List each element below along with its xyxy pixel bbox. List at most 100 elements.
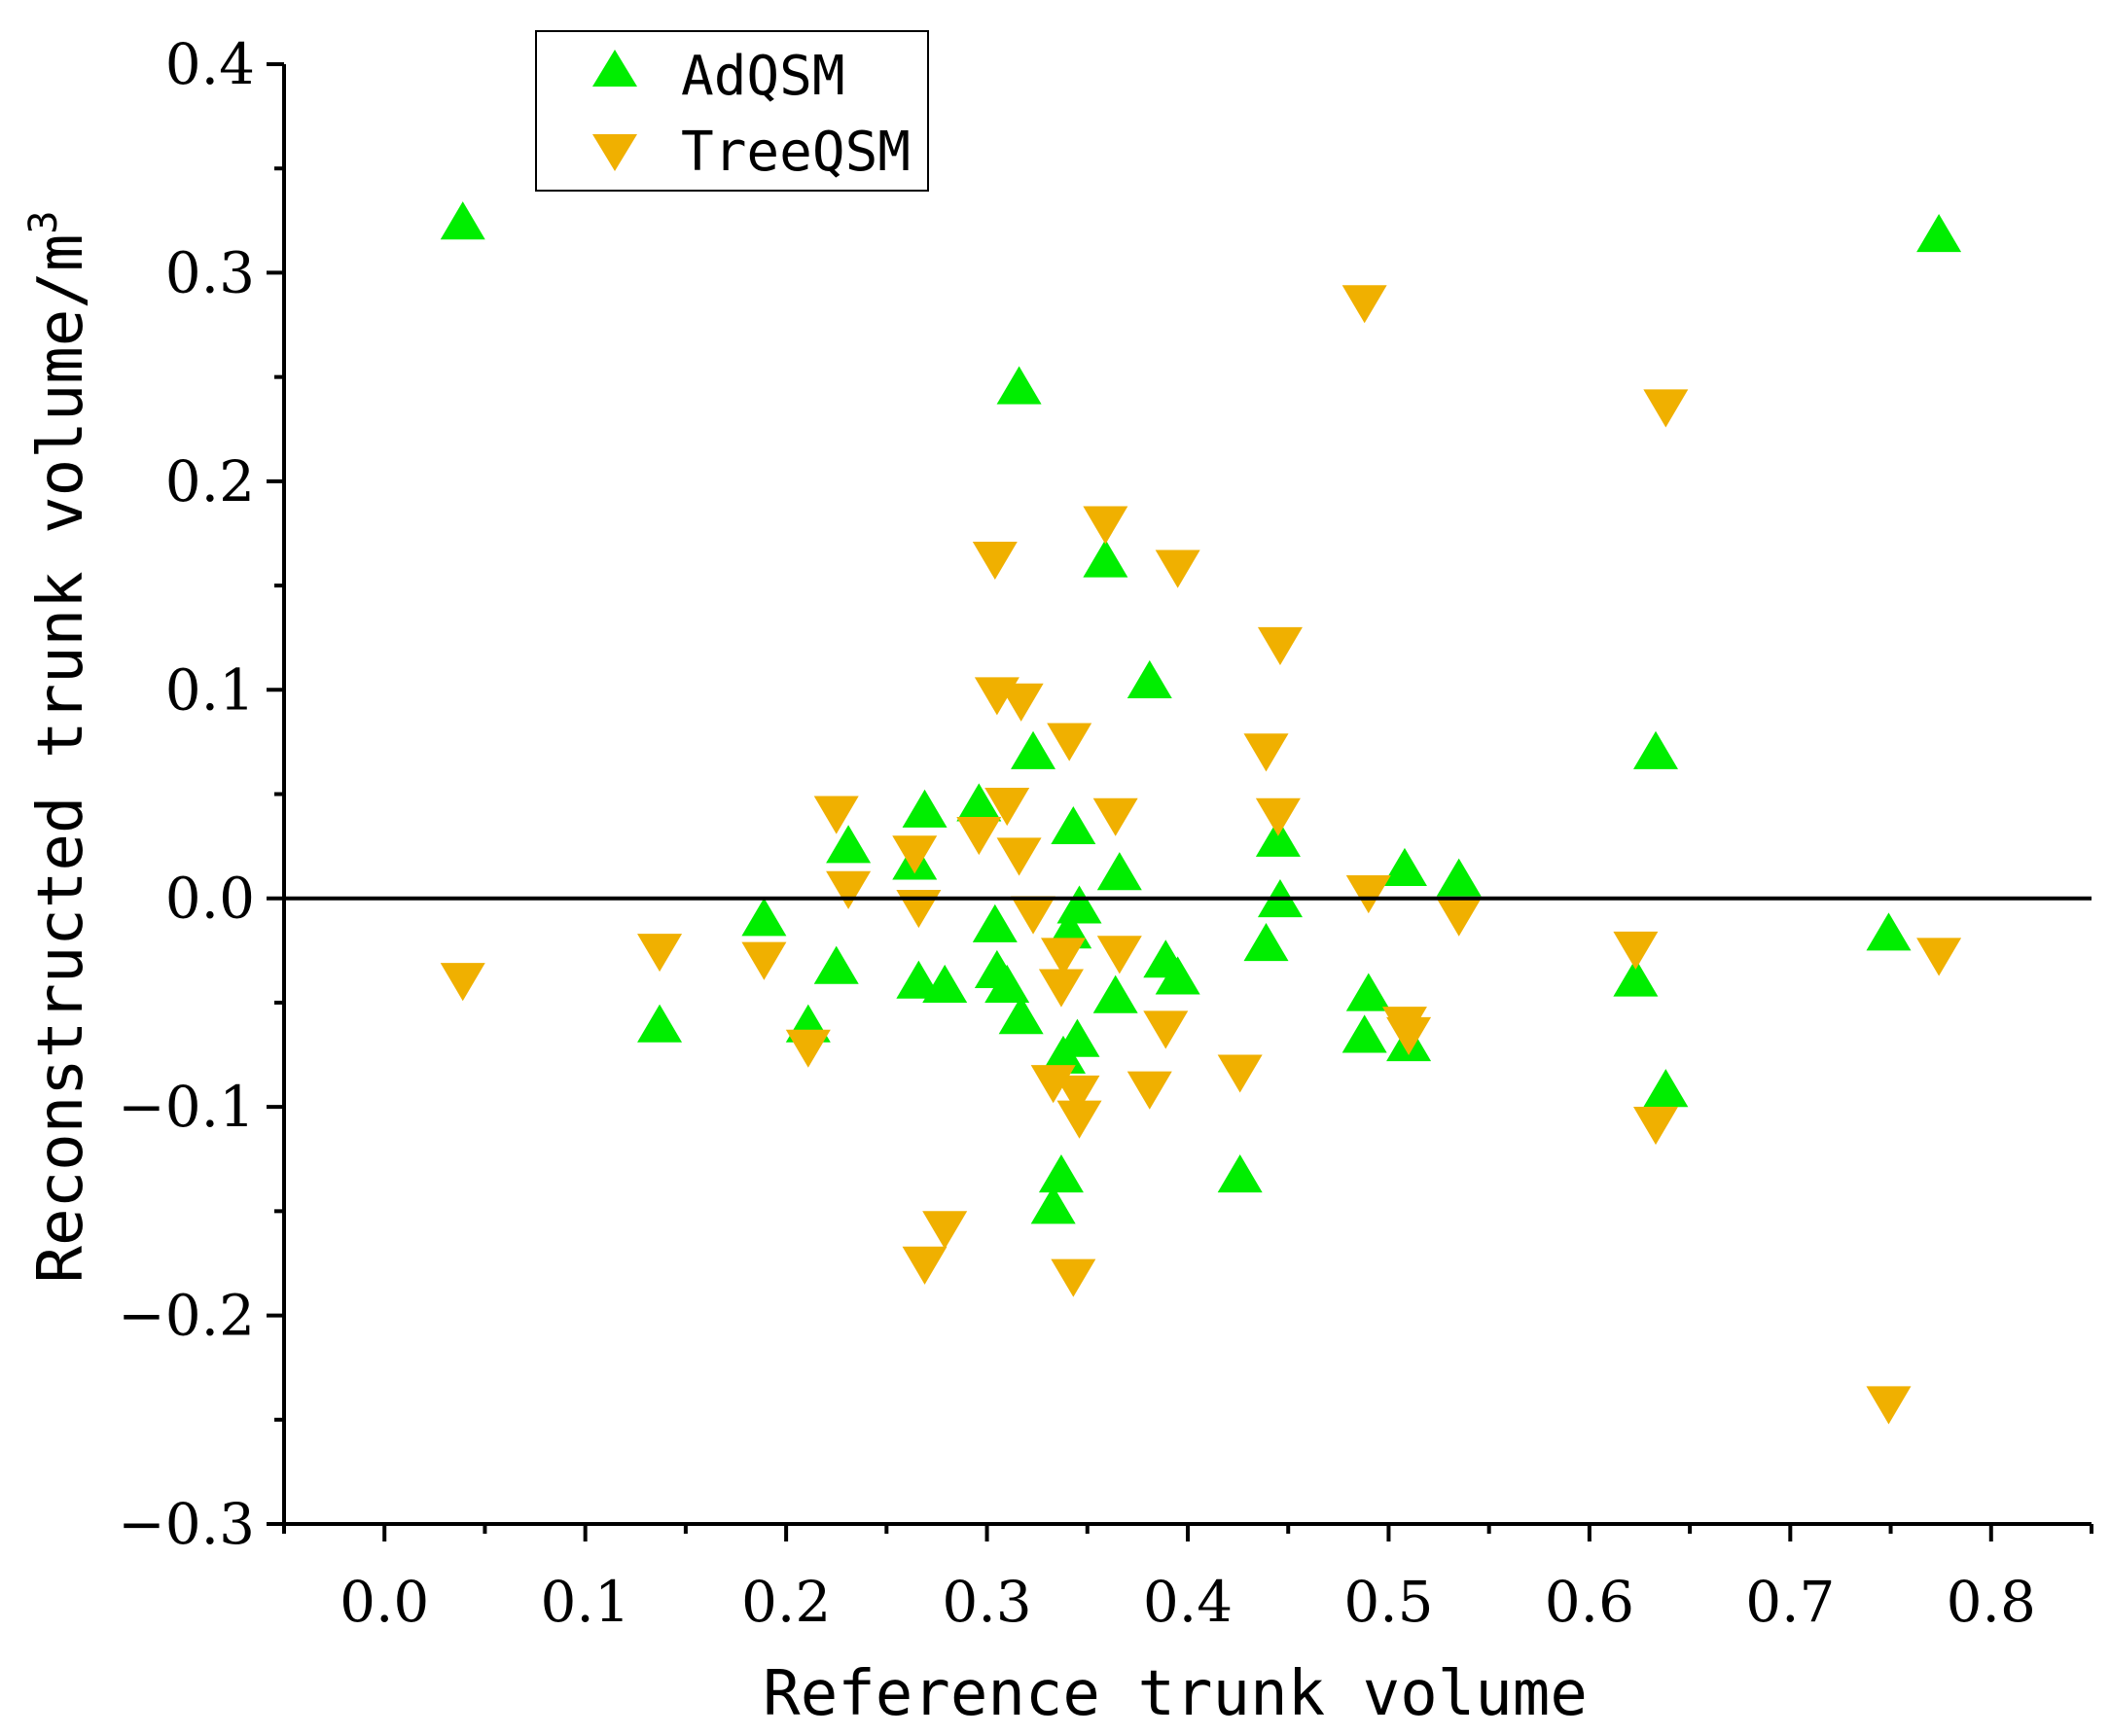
legend-box <box>535 30 929 192</box>
treeqsm-point <box>1143 1010 1189 1049</box>
treeqsm-point <box>1633 1107 1679 1146</box>
treeqsm-point <box>902 1246 948 1285</box>
adqsm-point <box>1613 958 1659 997</box>
adqsm-point <box>1155 956 1200 995</box>
x-tick-label: 0.1 <box>541 1569 630 1635</box>
adqsm-point <box>1341 1014 1387 1053</box>
treeqsm-point <box>1051 1258 1096 1297</box>
legend: AdQSM TreeQSM <box>535 30 929 192</box>
adqsm-point <box>902 789 948 828</box>
x-tick-label: 0.8 <box>1947 1569 2036 1635</box>
treeqsm-point <box>1643 389 1689 428</box>
adqsm-point <box>1056 885 1102 924</box>
adqsm-point <box>637 1004 683 1043</box>
plot-marks <box>440 201 1962 1425</box>
adqsm-point <box>1051 805 1096 845</box>
treeqsm-point <box>1092 797 1138 836</box>
adqsm-point <box>1345 973 1391 1011</box>
adqsm-point <box>1436 858 1482 897</box>
treeqsm-point <box>1436 898 1482 937</box>
legend-label-treeqsm: TreeQSM <box>681 121 911 184</box>
axes: −0.3 −0.2 −0.1 0.0 0.1 0.2 0.3 0.4 0.0 0.1 0.2 0.3 0… <box>118 31 2093 1635</box>
treeqsm-point <box>972 541 1018 581</box>
adqsm-point <box>998 996 1044 1035</box>
treeqsm-point <box>922 1211 968 1250</box>
treeqsm-point <box>892 835 938 874</box>
adqsm-point <box>1011 730 1056 769</box>
series-treeqsm <box>440 285 1962 1425</box>
treeqsm-point <box>1916 938 1962 976</box>
x-tick-label: 0.6 <box>1545 1569 1634 1635</box>
treeqsm-point <box>741 941 787 980</box>
x-tick-label: 0.5 <box>1343 1569 1433 1635</box>
x-tick-label: 0.4 <box>1143 1569 1233 1635</box>
treeqsm-point <box>1047 723 1092 762</box>
adqsm-point <box>1381 847 1427 886</box>
adqsm-point <box>1096 852 1142 891</box>
adqsm-point <box>741 898 787 937</box>
series-adqsm <box>440 201 1962 1224</box>
y-tick-label: −0.3 <box>118 1491 255 1557</box>
treeqsm-point <box>998 683 1044 722</box>
adqsm-point <box>1255 818 1301 857</box>
x-tick-label: 0.7 <box>1745 1569 1835 1635</box>
y-tick-label: 0.4 <box>165 31 255 97</box>
adqsm-point <box>1038 1154 1084 1193</box>
y-axis-title-superscript: 3 <box>21 211 66 234</box>
x-tick-label: 0.2 <box>741 1569 831 1635</box>
treeqsm-point <box>1386 1016 1432 1055</box>
treeqsm-point <box>1257 626 1303 665</box>
adqsm-point <box>1217 1154 1263 1193</box>
y-tick-label: 0.1 <box>165 656 255 723</box>
treeqsm-point <box>1055 1075 1100 1114</box>
treeqsm-point <box>1155 549 1200 588</box>
treeqsm-point <box>1217 1054 1263 1093</box>
treeqsm-point <box>785 1029 831 1068</box>
x-tick-label: 0.3 <box>942 1569 1031 1635</box>
legend-marker-adqsm <box>592 50 637 87</box>
legend-label-adqsm: AdQSM <box>681 45 845 108</box>
treeqsm-point <box>1011 896 1056 935</box>
adqsm-point <box>1643 1069 1689 1108</box>
treeqsm-point <box>1613 931 1659 971</box>
x-tick-label: 0.0 <box>340 1569 429 1635</box>
legend-marker-treeqsm <box>592 134 637 171</box>
treeqsm-point <box>1056 1100 1102 1139</box>
y-axis-title: Reconstructed trunk volume/m3 <box>21 211 97 1284</box>
x-axis-title: Reference trunk volume <box>763 1658 1588 1730</box>
treeqsm-point <box>1127 1071 1172 1110</box>
adqsm-point <box>1055 1018 1100 1057</box>
adqsm-point <box>996 366 1042 405</box>
treeqsm-point <box>1243 733 1289 772</box>
adqsm-point <box>922 964 968 1004</box>
adqsm-point <box>440 201 485 240</box>
adqsm-point <box>896 960 942 999</box>
treeqsm-point <box>984 787 1030 827</box>
treeqsm-point <box>956 816 1002 856</box>
adqsm-point <box>956 783 1002 822</box>
y-tick-label: 0.3 <box>165 239 255 305</box>
treeqsm-point <box>1255 797 1301 836</box>
treeqsm-point <box>826 870 872 909</box>
treeqsm-point <box>637 934 683 973</box>
adqsm-point <box>1916 213 1962 253</box>
adqsm-point <box>1243 923 1289 962</box>
y-tick-label: −0.1 <box>118 1074 255 1140</box>
treeqsm-point <box>1038 969 1084 1008</box>
adqsm-point <box>1092 974 1138 1013</box>
adqsm-point <box>813 945 859 984</box>
treeqsm-point <box>1345 875 1391 914</box>
treeqsm-point <box>813 796 859 834</box>
treeqsm-point <box>1041 938 1087 976</box>
treeqsm-point <box>1866 1386 1912 1425</box>
treeqsm-point <box>1030 1065 1076 1104</box>
adqsm-point <box>1127 659 1172 698</box>
adqsm-point <box>1633 730 1679 769</box>
adqsm-point <box>1866 912 1912 951</box>
treeqsm-point <box>1096 936 1142 974</box>
adqsm-point <box>1083 539 1128 578</box>
treeqsm-point <box>1341 285 1387 324</box>
adqsm-point <box>972 903 1018 942</box>
